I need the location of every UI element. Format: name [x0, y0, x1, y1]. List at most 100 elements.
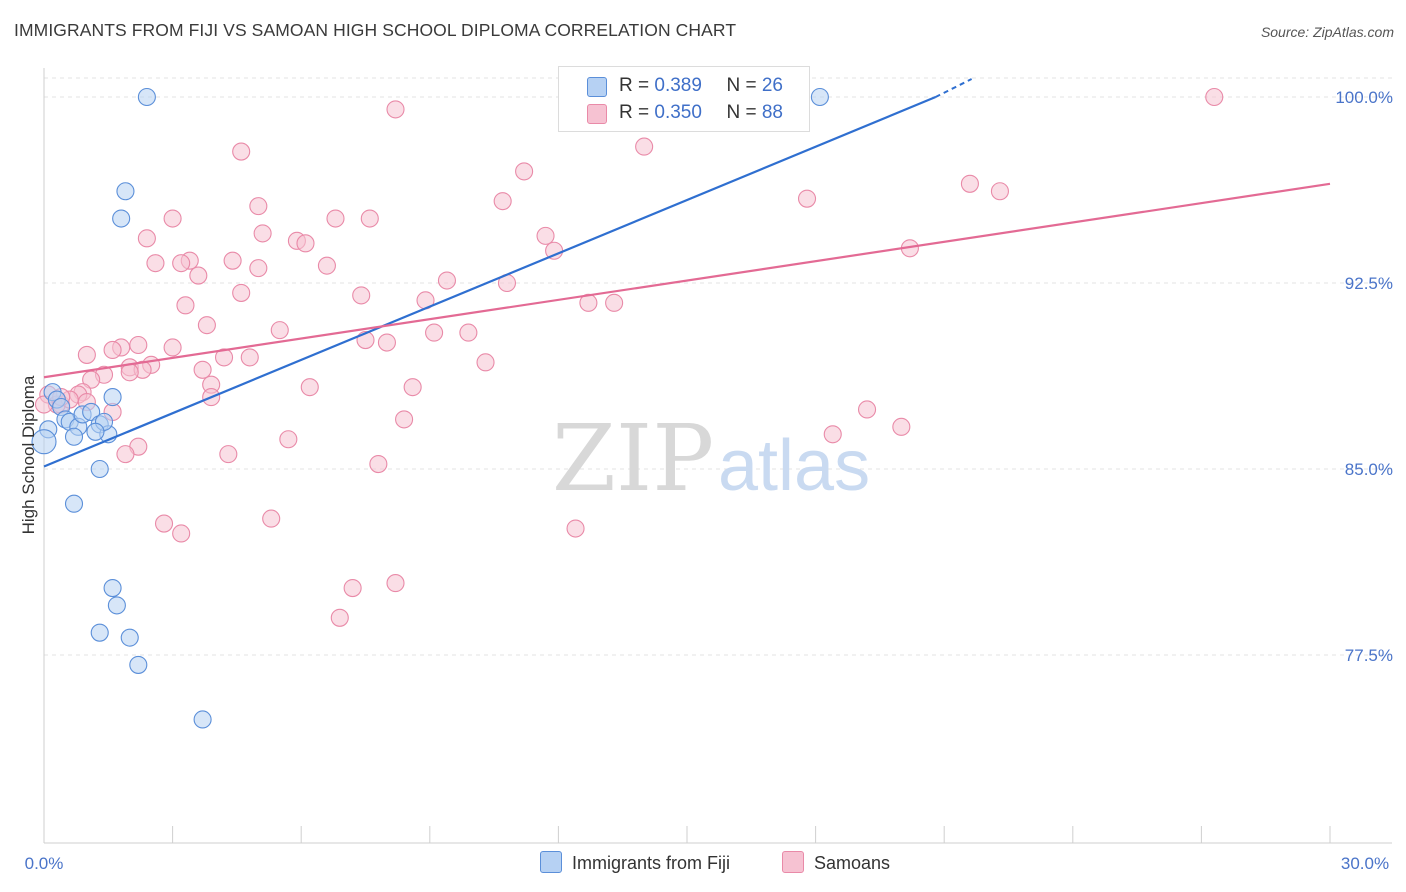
point-samoans-77	[219, 445, 238, 464]
series-samoans	[34, 87, 1224, 627]
x-tick-labels: 0.0% 30.0%	[25, 854, 1389, 873]
point-samoans-82	[262, 509, 281, 528]
point-samoans-9	[249, 197, 268, 216]
watermark-zip: ZIP	[552, 405, 714, 512]
point-samoans-51	[193, 360, 212, 379]
point-samoans-84	[386, 574, 405, 593]
source-label: Source: ZipAtlas.com	[1260, 24, 1394, 40]
point-samoans-45	[77, 345, 96, 364]
point-fiji-25	[120, 628, 139, 647]
legend-swatch-fiji	[587, 77, 607, 97]
legend-text-samoans: R = 0.350 N = 88	[619, 102, 783, 123]
point-samoans-0	[386, 100, 405, 119]
point-fiji-26	[129, 655, 148, 674]
bottom-legend-samoans: Samoans	[782, 851, 890, 874]
point-samoans-27	[437, 271, 456, 290]
point-samoans-2	[1205, 87, 1224, 107]
point-fiji-17	[86, 422, 105, 441]
point-samoans-73	[823, 425, 842, 444]
point-samoans-25	[249, 259, 268, 278]
point-samoans-83	[343, 578, 362, 598]
watermark-atlas: atlas	[718, 426, 870, 506]
point-samoans-85	[330, 608, 349, 627]
point-fiji-23	[107, 596, 126, 615]
point-fiji-20	[90, 459, 109, 479]
grid-lines	[44, 77, 1392, 656]
y-axis-title: High School Diploma	[19, 375, 38, 534]
legend-text-fiji: R = 0.389 N = 26	[619, 75, 783, 96]
y-tick-label-2: 92.5%	[1345, 274, 1393, 293]
point-samoans-37	[425, 323, 444, 342]
point-samoans-36	[270, 321, 289, 340]
point-samoans-8	[990, 182, 1009, 201]
point-samoans-10	[163, 209, 182, 228]
point-fiji-21	[64, 494, 84, 513]
point-samoans-12	[360, 209, 379, 228]
point-fiji-2	[116, 182, 135, 201]
axes	[43, 68, 1392, 844]
point-samoans-23	[172, 254, 191, 273]
point-fiji-0	[137, 87, 156, 107]
stats-legend: R = 0.389 N = 26 R = 0.350 N = 88	[558, 66, 810, 132]
y-tick-labels: 77.5% 85.0% 92.5% 100.0%	[1335, 88, 1393, 665]
point-samoans-79	[566, 519, 585, 538]
point-samoans-58	[476, 353, 495, 372]
point-samoans-3	[232, 142, 251, 161]
point-fiji-19	[31, 429, 57, 455]
bottom-legend-fiji: Immigrants from Fiji	[540, 851, 730, 874]
point-samoans-6	[797, 189, 817, 208]
point-samoans-20	[146, 254, 165, 273]
point-samoans-42	[129, 335, 148, 355]
point-samoans-72	[892, 417, 911, 436]
point-fiji-22	[103, 578, 122, 598]
point-samoans-46	[214, 348, 234, 367]
point-samoans-5	[493, 192, 512, 211]
trend-lines	[43, 78, 1331, 468]
bottom-legend-swatch-fiji	[540, 851, 562, 873]
point-samoans-38	[459, 323, 478, 342]
x-tick-label-1: 30.0%	[1341, 854, 1389, 873]
y-tick-label-0: 77.5%	[1345, 646, 1393, 665]
bottom-legend-swatch-samoans	[782, 851, 804, 873]
point-samoans-7	[960, 174, 979, 193]
legend-swatch-samoans	[587, 104, 607, 124]
point-samoans-22	[223, 251, 242, 270]
point-samoans-30	[352, 286, 371, 305]
point-samoans-56	[300, 378, 319, 397]
point-samoans-33	[605, 293, 624, 312]
watermark: ZIP atlas	[552, 405, 870, 512]
point-samoans-34	[176, 296, 195, 315]
series-fiji	[31, 87, 829, 729]
point-samoans-14	[137, 229, 156, 248]
point-samoans-35	[197, 316, 216, 335]
point-samoans-76	[116, 445, 135, 464]
trend-line-fiji-extension	[935, 78, 973, 98]
point-samoans-74	[279, 430, 298, 449]
point-samoans-26	[317, 256, 336, 275]
point-fiji-1	[810, 87, 829, 107]
point-fiji-27	[193, 710, 212, 729]
point-fiji-16	[103, 388, 122, 407]
point-samoans-40	[377, 333, 396, 352]
y-tick-label-1: 85.0%	[1345, 460, 1393, 479]
point-samoans-70	[395, 410, 414, 429]
point-fiji-24	[90, 623, 109, 642]
point-fiji-3	[112, 209, 131, 228]
point-samoans-78	[369, 454, 388, 474]
point-samoans-13	[253, 224, 272, 243]
point-samoans-41	[163, 338, 182, 357]
point-samoans-81	[172, 524, 191, 543]
point-samoans-1	[635, 137, 654, 156]
point-samoans-4	[515, 162, 534, 181]
point-samoans-44	[103, 340, 122, 360]
x-tick-label-0: 0.0%	[25, 854, 64, 873]
chart-title: IMMIGRANTS FROM FIJI VS SAMOAN HIGH SCHO…	[14, 20, 737, 40]
point-samoans-47	[240, 348, 259, 367]
bottom-legend-label-samoans: Samoans	[814, 853, 891, 873]
point-fiji-12	[82, 402, 101, 422]
trend-line-fiji	[43, 95, 937, 468]
point-samoans-29	[232, 283, 251, 302]
bottom-legend-label-fiji: Immigrants from Fiji	[572, 853, 731, 873]
trend-line-samoans	[43, 182, 1331, 379]
